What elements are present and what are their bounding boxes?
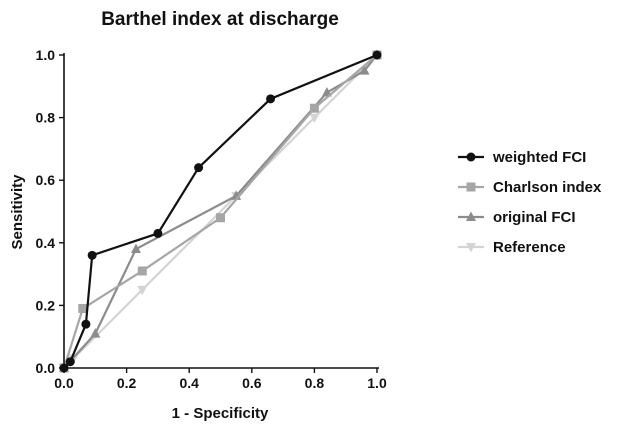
data-point-weighted-fci [266, 94, 276, 104]
x-tick-label: 0.4 [179, 375, 199, 391]
y-tick-label: 0.0 [36, 360, 56, 376]
series-reference [59, 51, 382, 374]
data-point-charlson-index [78, 304, 88, 314]
data-point-original-fci [359, 65, 370, 75]
x-tick-label: 0.2 [117, 375, 137, 391]
series-line-reference [63, 54, 378, 369]
x-tick-label: 1.0 [367, 375, 387, 391]
chart-title: Barthel index at discharge [101, 9, 339, 30]
y-axis-label: Sensitivity [9, 174, 26, 250]
legend-marker-charlson-index [466, 182, 476, 192]
data-point-charlson-index [309, 103, 319, 113]
legend-label-reference: Reference [493, 239, 566, 256]
x-tick-label: 0.0 [54, 375, 74, 391]
y-tick-label: 0.6 [36, 172, 56, 188]
data-point-weighted-fci [372, 50, 382, 60]
data-point-weighted-fci [65, 357, 75, 367]
plot-series [59, 49, 382, 374]
data-point-reference [137, 285, 148, 296]
y-tick-label: 0.8 [36, 110, 56, 126]
data-point-weighted-fci [153, 228, 163, 238]
legend: weighted FCI Charlson index original FCI Re… [458, 149, 602, 256]
data-point-original-fci [90, 328, 101, 338]
x-tick-label: 0.8 [305, 375, 325, 391]
legend-label-charlson-index: Charlson index [493, 179, 602, 196]
y-tick-label: 0.2 [36, 297, 56, 313]
legend-marker-original-fci [466, 211, 476, 221]
legend-item-original-fci: original FCI [458, 209, 576, 226]
legend-item-charlson-index: Charlson index [458, 179, 602, 196]
legend-label-original-fci: original FCI [493, 209, 576, 226]
axes: 0.0 0.2 0.4 0.6 0.8 1.0 0.0 0.2 0.4 0.6 0.8 1.0 [36, 47, 387, 391]
series-line-weighted-fci [63, 53, 378, 369]
legend-item-reference: Reference [458, 239, 566, 256]
legend-label-weighted-fci: weighted FCI [492, 149, 586, 166]
x-axis-label: 1 - Specificity [172, 405, 269, 422]
legend-marker-weighted-fci [466, 152, 476, 162]
data-point-weighted-fci [87, 250, 97, 260]
y-tick-label: 0.4 [36, 235, 56, 251]
data-point-charlson-index [216, 213, 225, 223]
y-tick-label: 1.0 [36, 47, 56, 63]
data-point-weighted-fci [194, 163, 204, 173]
series-weighted-fci [59, 50, 382, 373]
data-point-charlson-index [137, 266, 147, 276]
data-point-original-fci [130, 243, 141, 254]
data-point-weighted-fci [81, 319, 91, 329]
legend-item-weighted-fci: weighted FCI [458, 149, 586, 166]
legend-marker-reference [466, 243, 476, 253]
series-line-charlson-index [62, 54, 378, 369]
data-point-reference [309, 113, 320, 124]
x-tick-label: 0.6 [242, 375, 262, 391]
